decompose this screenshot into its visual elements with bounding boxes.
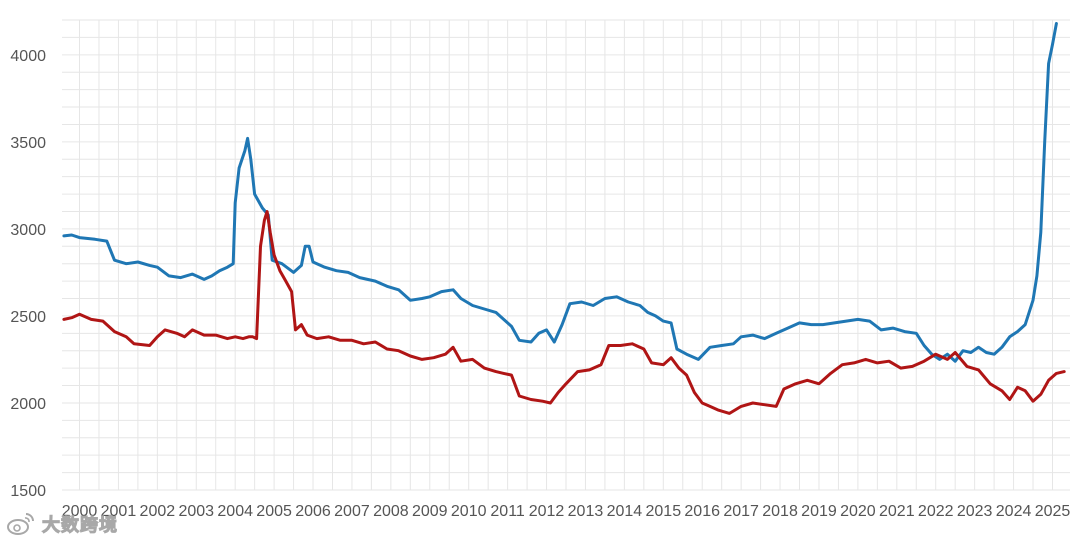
x-gridlines — [79, 20, 1053, 490]
x-tick-label: 2023 — [957, 503, 993, 520]
y-tick-label: 3000 — [10, 222, 46, 239]
x-tick-label: 2002 — [140, 503, 176, 520]
x-axis-tick-labels: 2000 2001 2002 2003 2004 2005 2006 2007 2008 2009… — [62, 503, 1071, 520]
x-tick-label: 2019 — [801, 503, 837, 520]
x-tick-label: 2000 — [62, 503, 98, 520]
x-tick-label: 2020 — [840, 503, 876, 520]
series-lines — [62, 22, 1066, 415]
x-tick-label: 2004 — [217, 503, 253, 520]
y-axis-tick-labels: 1500 2000 2500 3000 3500 4000 — [10, 48, 46, 500]
x-tick-label: 2015 — [646, 503, 682, 520]
y-tick-label: 1500 — [10, 483, 46, 500]
y-tick-label: 4000 — [10, 48, 46, 65]
watermark-text: 大数跨境 — [42, 515, 118, 537]
x-tick-label: 2016 — [684, 503, 720, 520]
series-line-1 — [62, 22, 1058, 363]
x-tick-label: 2024 — [996, 503, 1032, 520]
y-tick-label: 3500 — [10, 135, 46, 152]
x-tick-label: 2017 — [723, 503, 759, 520]
x-tick-label: 2007 — [334, 503, 370, 520]
y-gridlines — [62, 19, 1070, 491]
x-tick-label: 2022 — [918, 503, 954, 520]
x-tick-label: 2012 — [529, 503, 565, 520]
watermark: 大数跨境 — [6, 510, 118, 538]
x-tick-label: 2010 — [451, 503, 487, 520]
weibo-logo-icon — [7, 513, 34, 535]
x-tick-label: 2008 — [373, 503, 409, 520]
x-tick-label: 2006 — [295, 503, 331, 520]
x-tick-label: 2013 — [568, 503, 604, 520]
x-tick-label: 2014 — [607, 503, 643, 520]
x-tick-label: 2001 — [101, 503, 137, 520]
x-tick-label: 2025 — [1035, 503, 1071, 520]
y-tick-label: 2500 — [10, 309, 46, 326]
x-tick-label: 2003 — [178, 503, 214, 520]
x-tick-label: 2018 — [762, 503, 798, 520]
x-tick-label: 2021 — [879, 503, 915, 520]
series-line-2 — [62, 210, 1066, 415]
x-tick-label: 2009 — [412, 503, 448, 520]
x-tick-label: 2011 — [490, 503, 525, 520]
y-tick-label: 2000 — [10, 396, 46, 413]
x-tick-label: 2005 — [256, 503, 292, 520]
